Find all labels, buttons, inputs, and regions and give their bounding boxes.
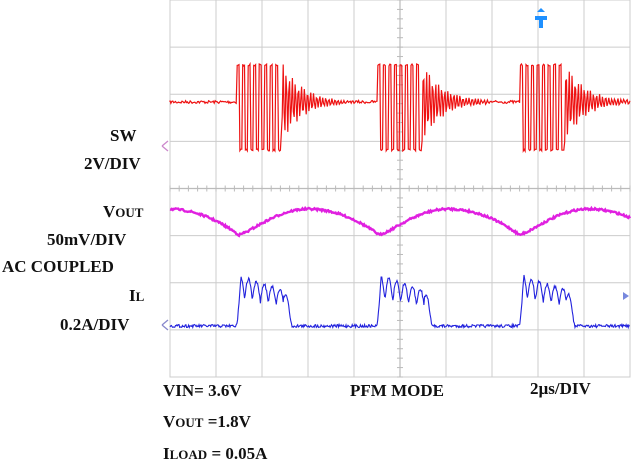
- sw-label: SW: [110, 126, 136, 145]
- sw-trace: [169, 61, 631, 154]
- il-label: IL: [129, 286, 145, 305]
- vout-label-sub: OUT: [115, 205, 144, 220]
- vout-label-v: V: [103, 202, 116, 221]
- iload-setting-label: ILOAD = 0.05A: [163, 444, 268, 463]
- sw-ground-marker-icon: [161, 140, 169, 152]
- trigger-marker-icon: [535, 8, 547, 28]
- vout-coupling-label: AC COUPLED: [2, 257, 114, 276]
- vout-trace: [169, 205, 632, 238]
- il-trace: [169, 274, 630, 330]
- il-offset-marker-icon: [623, 292, 629, 300]
- il-label-sub: L: [136, 289, 145, 304]
- vout-label: VOUT: [103, 202, 144, 221]
- trace-layer: [169, 61, 632, 330]
- scope-grid: [169, 0, 631, 378]
- vout-scale-label: 50mV/DIV: [47, 230, 127, 249]
- mode-label: PFM MODE: [350, 381, 444, 400]
- channel-markers: [161, 8, 629, 331]
- vout-setting-label: VOUT =1.8V: [163, 412, 252, 431]
- il-scale-label: 0.2A/DIV: [60, 315, 130, 334]
- vin-label: VIN= 3.6V: [163, 381, 242, 400]
- il-label-i: I: [129, 286, 136, 305]
- sw-scale-label: 2V/DIV: [84, 154, 141, 173]
- il-ground-marker-icon: [161, 319, 169, 331]
- timebase-label: 2µs/DIV: [530, 379, 592, 398]
